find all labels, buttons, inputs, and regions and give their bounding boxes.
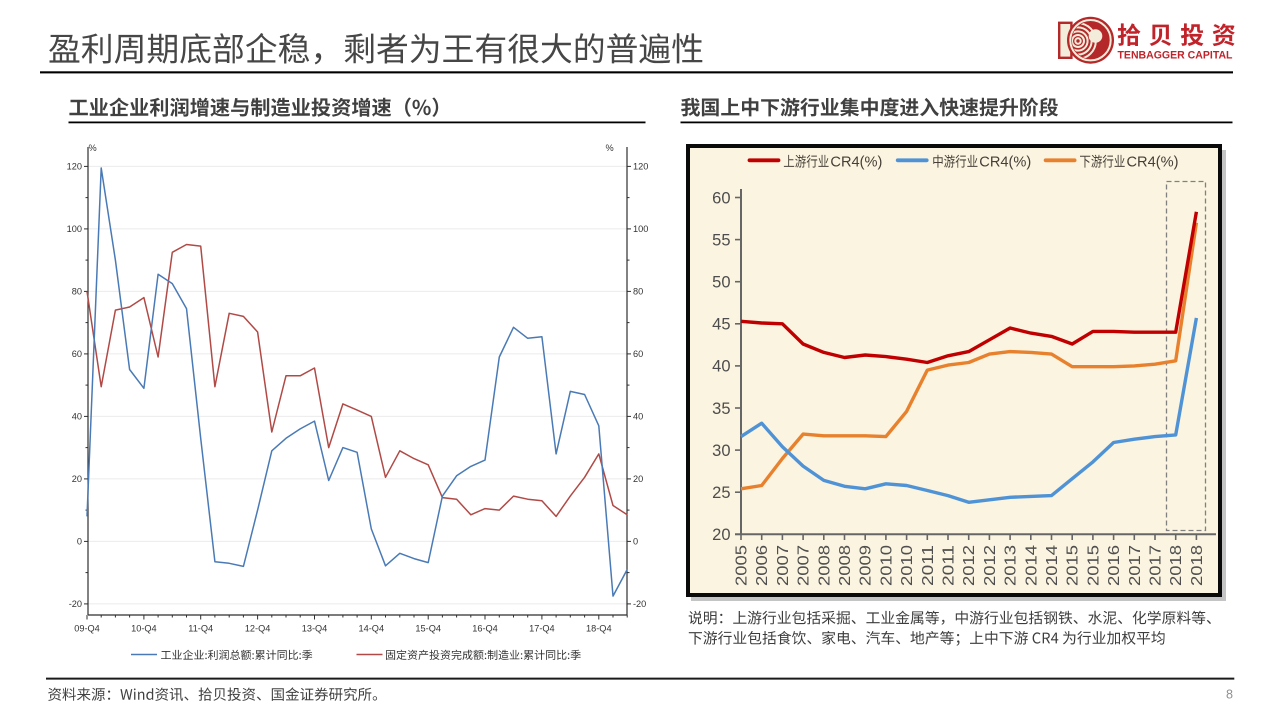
svg-text:2018: 2018 — [1168, 545, 1185, 586]
svg-text:2005: 2005 — [734, 545, 751, 586]
svg-text:40: 40 — [712, 358, 730, 376]
svg-text:20: 20 — [72, 474, 82, 484]
svg-text:17-Q4: 17-Q4 — [529, 624, 555, 634]
svg-text:0: 0 — [633, 537, 638, 547]
svg-text:60: 60 — [712, 189, 730, 207]
svg-text:45: 45 — [712, 316, 730, 334]
svg-text:%: % — [606, 143, 614, 153]
svg-text:18-Q4: 18-Q4 — [586, 624, 612, 634]
svg-text:60: 60 — [72, 349, 82, 359]
svg-text:120: 120 — [67, 162, 82, 172]
svg-text:-20: -20 — [633, 599, 646, 609]
svg-text:16-Q4: 16-Q4 — [472, 624, 498, 634]
svg-text:12-Q4: 12-Q4 — [245, 624, 271, 634]
svg-text:2006: 2006 — [754, 545, 771, 586]
svg-text:55: 55 — [712, 231, 730, 249]
svg-text:100: 100 — [633, 224, 648, 234]
svg-text:2011: 2011 — [941, 545, 958, 586]
svg-text:2010: 2010 — [899, 545, 916, 586]
svg-text:2018: 2018 — [1189, 545, 1206, 586]
svg-text:2008: 2008 — [837, 545, 854, 586]
svg-text:2015: 2015 — [1085, 545, 1102, 586]
svg-text:2007: 2007 — [796, 545, 813, 586]
svg-text:CR4(%): CR4(%) — [979, 155, 1031, 171]
svg-text:2008: 2008 — [816, 545, 833, 586]
svg-text:2012: 2012 — [982, 545, 999, 586]
svg-text:2012: 2012 — [961, 545, 978, 586]
svg-text:CR4(%): CR4(%) — [830, 155, 882, 171]
svg-text:11-Q4: 11-Q4 — [188, 624, 213, 634]
svg-text:25: 25 — [712, 484, 730, 502]
svg-text:14-Q4: 14-Q4 — [359, 624, 385, 634]
svg-text:2011: 2011 — [920, 545, 937, 586]
svg-text:100: 100 — [67, 224, 82, 234]
svg-text:120: 120 — [633, 162, 648, 172]
svg-text:13-Q4: 13-Q4 — [302, 624, 328, 634]
svg-text:2014: 2014 — [1044, 545, 1061, 586]
svg-text:0: 0 — [77, 537, 82, 547]
svg-text:2015: 2015 — [1065, 545, 1082, 586]
svg-text:2017: 2017 — [1127, 545, 1144, 586]
svg-text:%: % — [89, 143, 97, 153]
svg-text:40: 40 — [72, 412, 82, 422]
svg-text:35: 35 — [712, 400, 730, 418]
svg-text:09-Q4: 09-Q4 — [74, 624, 100, 634]
svg-text:2013: 2013 — [1003, 545, 1020, 586]
svg-text:2014: 2014 — [1023, 545, 1040, 586]
svg-text:2016: 2016 — [1106, 545, 1123, 586]
svg-text:8: 8 — [1226, 688, 1233, 702]
svg-text:2010: 2010 — [878, 545, 895, 586]
svg-text:15-Q4: 15-Q4 — [415, 624, 441, 634]
svg-text:40: 40 — [633, 412, 643, 422]
svg-text:-20: -20 — [69, 599, 82, 609]
svg-text:2009: 2009 — [858, 545, 875, 586]
svg-text:60: 60 — [633, 349, 643, 359]
svg-text:80: 80 — [72, 287, 82, 297]
svg-text:50: 50 — [712, 274, 730, 292]
svg-text:20: 20 — [712, 526, 730, 544]
svg-text:TENBAGGER CAPITAL: TENBAGGER CAPITAL — [1118, 50, 1233, 62]
svg-text:2007: 2007 — [775, 545, 792, 586]
svg-text:80: 80 — [633, 287, 643, 297]
svg-text:CR4(%): CR4(%) — [1127, 155, 1179, 171]
svg-text:30: 30 — [712, 442, 730, 460]
svg-text:2017: 2017 — [1148, 545, 1165, 586]
svg-text:10-Q4: 10-Q4 — [131, 624, 157, 634]
svg-text:20: 20 — [633, 474, 643, 484]
